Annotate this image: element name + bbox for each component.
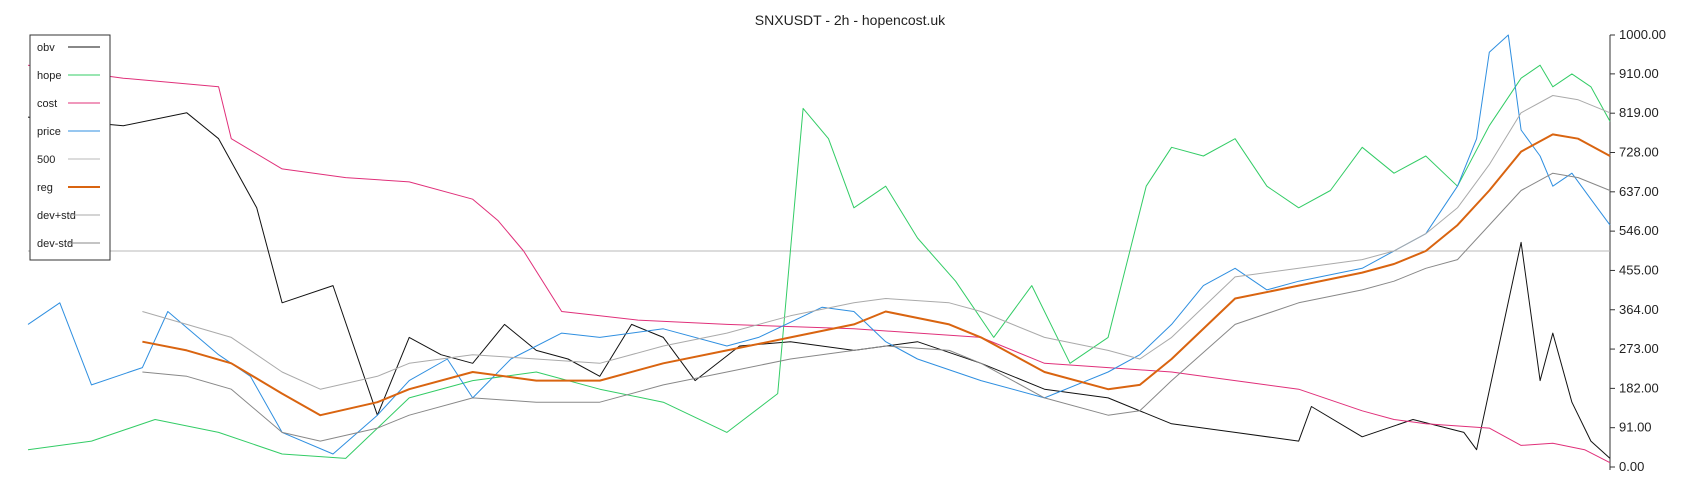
- series-line-cost: [27, 64, 1611, 464]
- y-tick-label: 91.00: [1619, 420, 1652, 435]
- legend-box: [29, 34, 111, 261]
- legend-label: price: [37, 126, 61, 138]
- legend-label: dev+std: [37, 210, 76, 222]
- legend-label: obv: [37, 42, 55, 54]
- y-tick-label: 1000.00: [1619, 27, 1666, 42]
- y-tick-label: 182.00: [1619, 380, 1659, 395]
- y-tick-label: 546.00: [1619, 223, 1659, 238]
- y-ticks-group: 0.00 91.00 182.00 273.00 364.00 455.00 546.00 6…: [1610, 27, 1666, 474]
- y-tick-label: 637.00: [1619, 184, 1659, 199]
- legend-items: obv hope cost price 500 reg dev+std dev-std: [37, 42, 100, 250]
- y-tick-label: 0.00: [1619, 459, 1644, 474]
- series-line-reg: [142, 133, 1611, 417]
- y-tick-label: 364.00: [1619, 302, 1659, 317]
- series-line-obv: [27, 112, 1611, 459]
- series-line-hope: [27, 64, 1611, 459]
- chart-title: SNXUSDT - 2h - hopencost.uk: [755, 12, 946, 28]
- legend-label: dev-std: [37, 238, 73, 250]
- y-tick-label: 728.00: [1619, 145, 1659, 160]
- y-tick-label: 273.00: [1619, 341, 1659, 356]
- y-tick-label: 819.00: [1619, 105, 1659, 120]
- y-tick-label: 455.00: [1619, 262, 1659, 277]
- legend-label: reg: [37, 182, 53, 194]
- series-group: [27, 34, 1611, 464]
- series-line-dev-std: [142, 172, 1611, 442]
- series-line-dev-std: [142, 95, 1611, 390]
- legend-label: cost: [37, 98, 57, 110]
- legend-label: 500: [37, 154, 55, 166]
- legend: obv hope cost price 500 reg dev+std dev-std: [29, 34, 111, 261]
- series-line-price: [27, 34, 1611, 455]
- legend-label: hope: [37, 70, 61, 82]
- y-tick-label: 910.00: [1619, 66, 1659, 81]
